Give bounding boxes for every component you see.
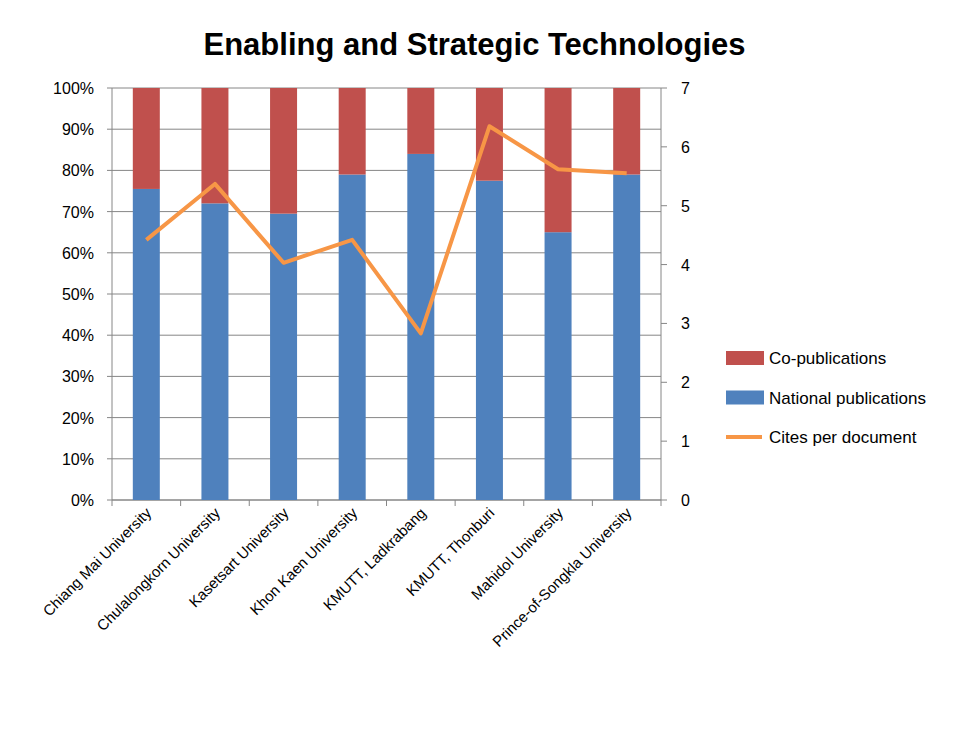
grid [107, 88, 661, 500]
tick-mark [661, 382, 667, 383]
tick-label: 100% [53, 80, 94, 97]
tick-mark [661, 441, 667, 442]
bar [613, 175, 640, 500]
tick-mark [107, 88, 112, 89]
tick-mark [661, 500, 662, 506]
title: Enabling and Strategic Technologies [203, 27, 745, 62]
tick-label: 1 [681, 433, 690, 450]
bar [613, 88, 640, 175]
grid-line [112, 335, 661, 336]
tick-mark [107, 376, 112, 377]
tick-mark [107, 335, 112, 336]
bar [133, 88, 160, 189]
tick-mark [523, 500, 524, 506]
tick-label: 2 [681, 374, 690, 391]
marks [133, 88, 640, 500]
bar [407, 88, 434, 154]
tick-label: 80% [62, 162, 94, 179]
tick-mark [661, 264, 667, 265]
tick-label: 50% [62, 286, 94, 303]
tick-label: 0 [681, 492, 690, 509]
bar [339, 175, 366, 500]
line [146, 126, 626, 333]
legend-key [726, 351, 764, 365]
tick-mark [107, 294, 112, 295]
tick-mark [107, 129, 112, 130]
legend-label: Cites per document [769, 428, 917, 447]
tick-label: 3 [681, 315, 690, 332]
grid-line [112, 252, 661, 253]
tick-label: 7 [681, 80, 690, 97]
grid-line [112, 294, 661, 295]
grid-line [112, 417, 661, 418]
tick-label: 30% [62, 368, 94, 385]
tick-mark [107, 170, 112, 171]
tick-mark [107, 417, 112, 418]
bar [476, 181, 503, 500]
tick-mark [180, 500, 181, 506]
tick-label: 10% [62, 451, 94, 468]
tick-label: 90% [62, 121, 94, 138]
bar [545, 232, 572, 500]
legend-key [726, 435, 762, 439]
tick-mark [661, 323, 667, 324]
grid-line [112, 88, 661, 89]
grid-line [112, 376, 661, 377]
tick-label: 40% [62, 327, 94, 344]
legend: Co-publications National publications Cite… [726, 349, 926, 447]
tick-label: 6 [681, 139, 690, 156]
grid-line [112, 129, 661, 130]
tick-mark [107, 252, 112, 253]
tick-mark [107, 458, 112, 459]
legend-label: Co-publications [769, 349, 886, 368]
tick-label: 70% [62, 204, 94, 221]
tick-label: 60% [62, 245, 94, 262]
category-label: Chulalongkorn University [93, 504, 223, 634]
tick-mark [112, 500, 113, 506]
tick-mark [661, 500, 667, 501]
bar [407, 154, 434, 500]
tick-mark [386, 500, 387, 506]
legend-key [726, 391, 764, 405]
legend-label: National publications [769, 389, 926, 408]
tick-mark [592, 500, 593, 506]
category-label: Chiang Mai University [39, 504, 155, 620]
tick-mark [107, 211, 112, 212]
bar [545, 88, 572, 232]
bar [339, 88, 366, 175]
tick-mark [661, 146, 667, 147]
chart: Enabling and Strategic Technologies 0% 10%… [0, 0, 969, 731]
bar [270, 214, 297, 500]
tick-mark [455, 500, 456, 506]
y-axis [112, 88, 113, 500]
category-label: Prince-of-Songkla University [489, 504, 635, 650]
tick-mark [661, 88, 667, 89]
tick-label: 4 [681, 257, 690, 274]
tick-label: 20% [62, 410, 94, 427]
bar [201, 203, 228, 500]
tick-mark [107, 500, 112, 501]
y2-axis [661, 88, 662, 500]
bar [270, 88, 297, 214]
tick-label: 5 [681, 198, 690, 215]
grid-line [112, 211, 661, 212]
grid-line [112, 458, 661, 459]
tick-mark [249, 500, 250, 506]
bar [133, 189, 160, 500]
tick-mark [317, 500, 318, 506]
tick-label: 0% [71, 492, 94, 509]
tick-mark [661, 205, 667, 206]
